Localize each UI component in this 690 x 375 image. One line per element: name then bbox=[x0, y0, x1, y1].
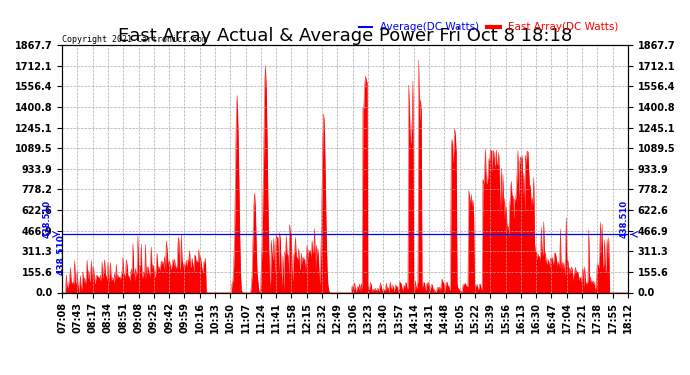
Text: 438.510: 438.510 bbox=[620, 200, 629, 238]
Text: 438.510: 438.510 bbox=[57, 234, 66, 275]
Text: Copyright 2021 Cartronics.com: Copyright 2021 Cartronics.com bbox=[62, 35, 207, 44]
Legend: Average(DC Watts), East Array(DC Watts): Average(DC Watts), East Array(DC Watts) bbox=[355, 18, 622, 36]
Text: 438.510: 438.510 bbox=[42, 200, 52, 238]
Title: East Array Actual & Average Power Fri Oct 8 18:18: East Array Actual & Average Power Fri Oc… bbox=[118, 27, 572, 45]
